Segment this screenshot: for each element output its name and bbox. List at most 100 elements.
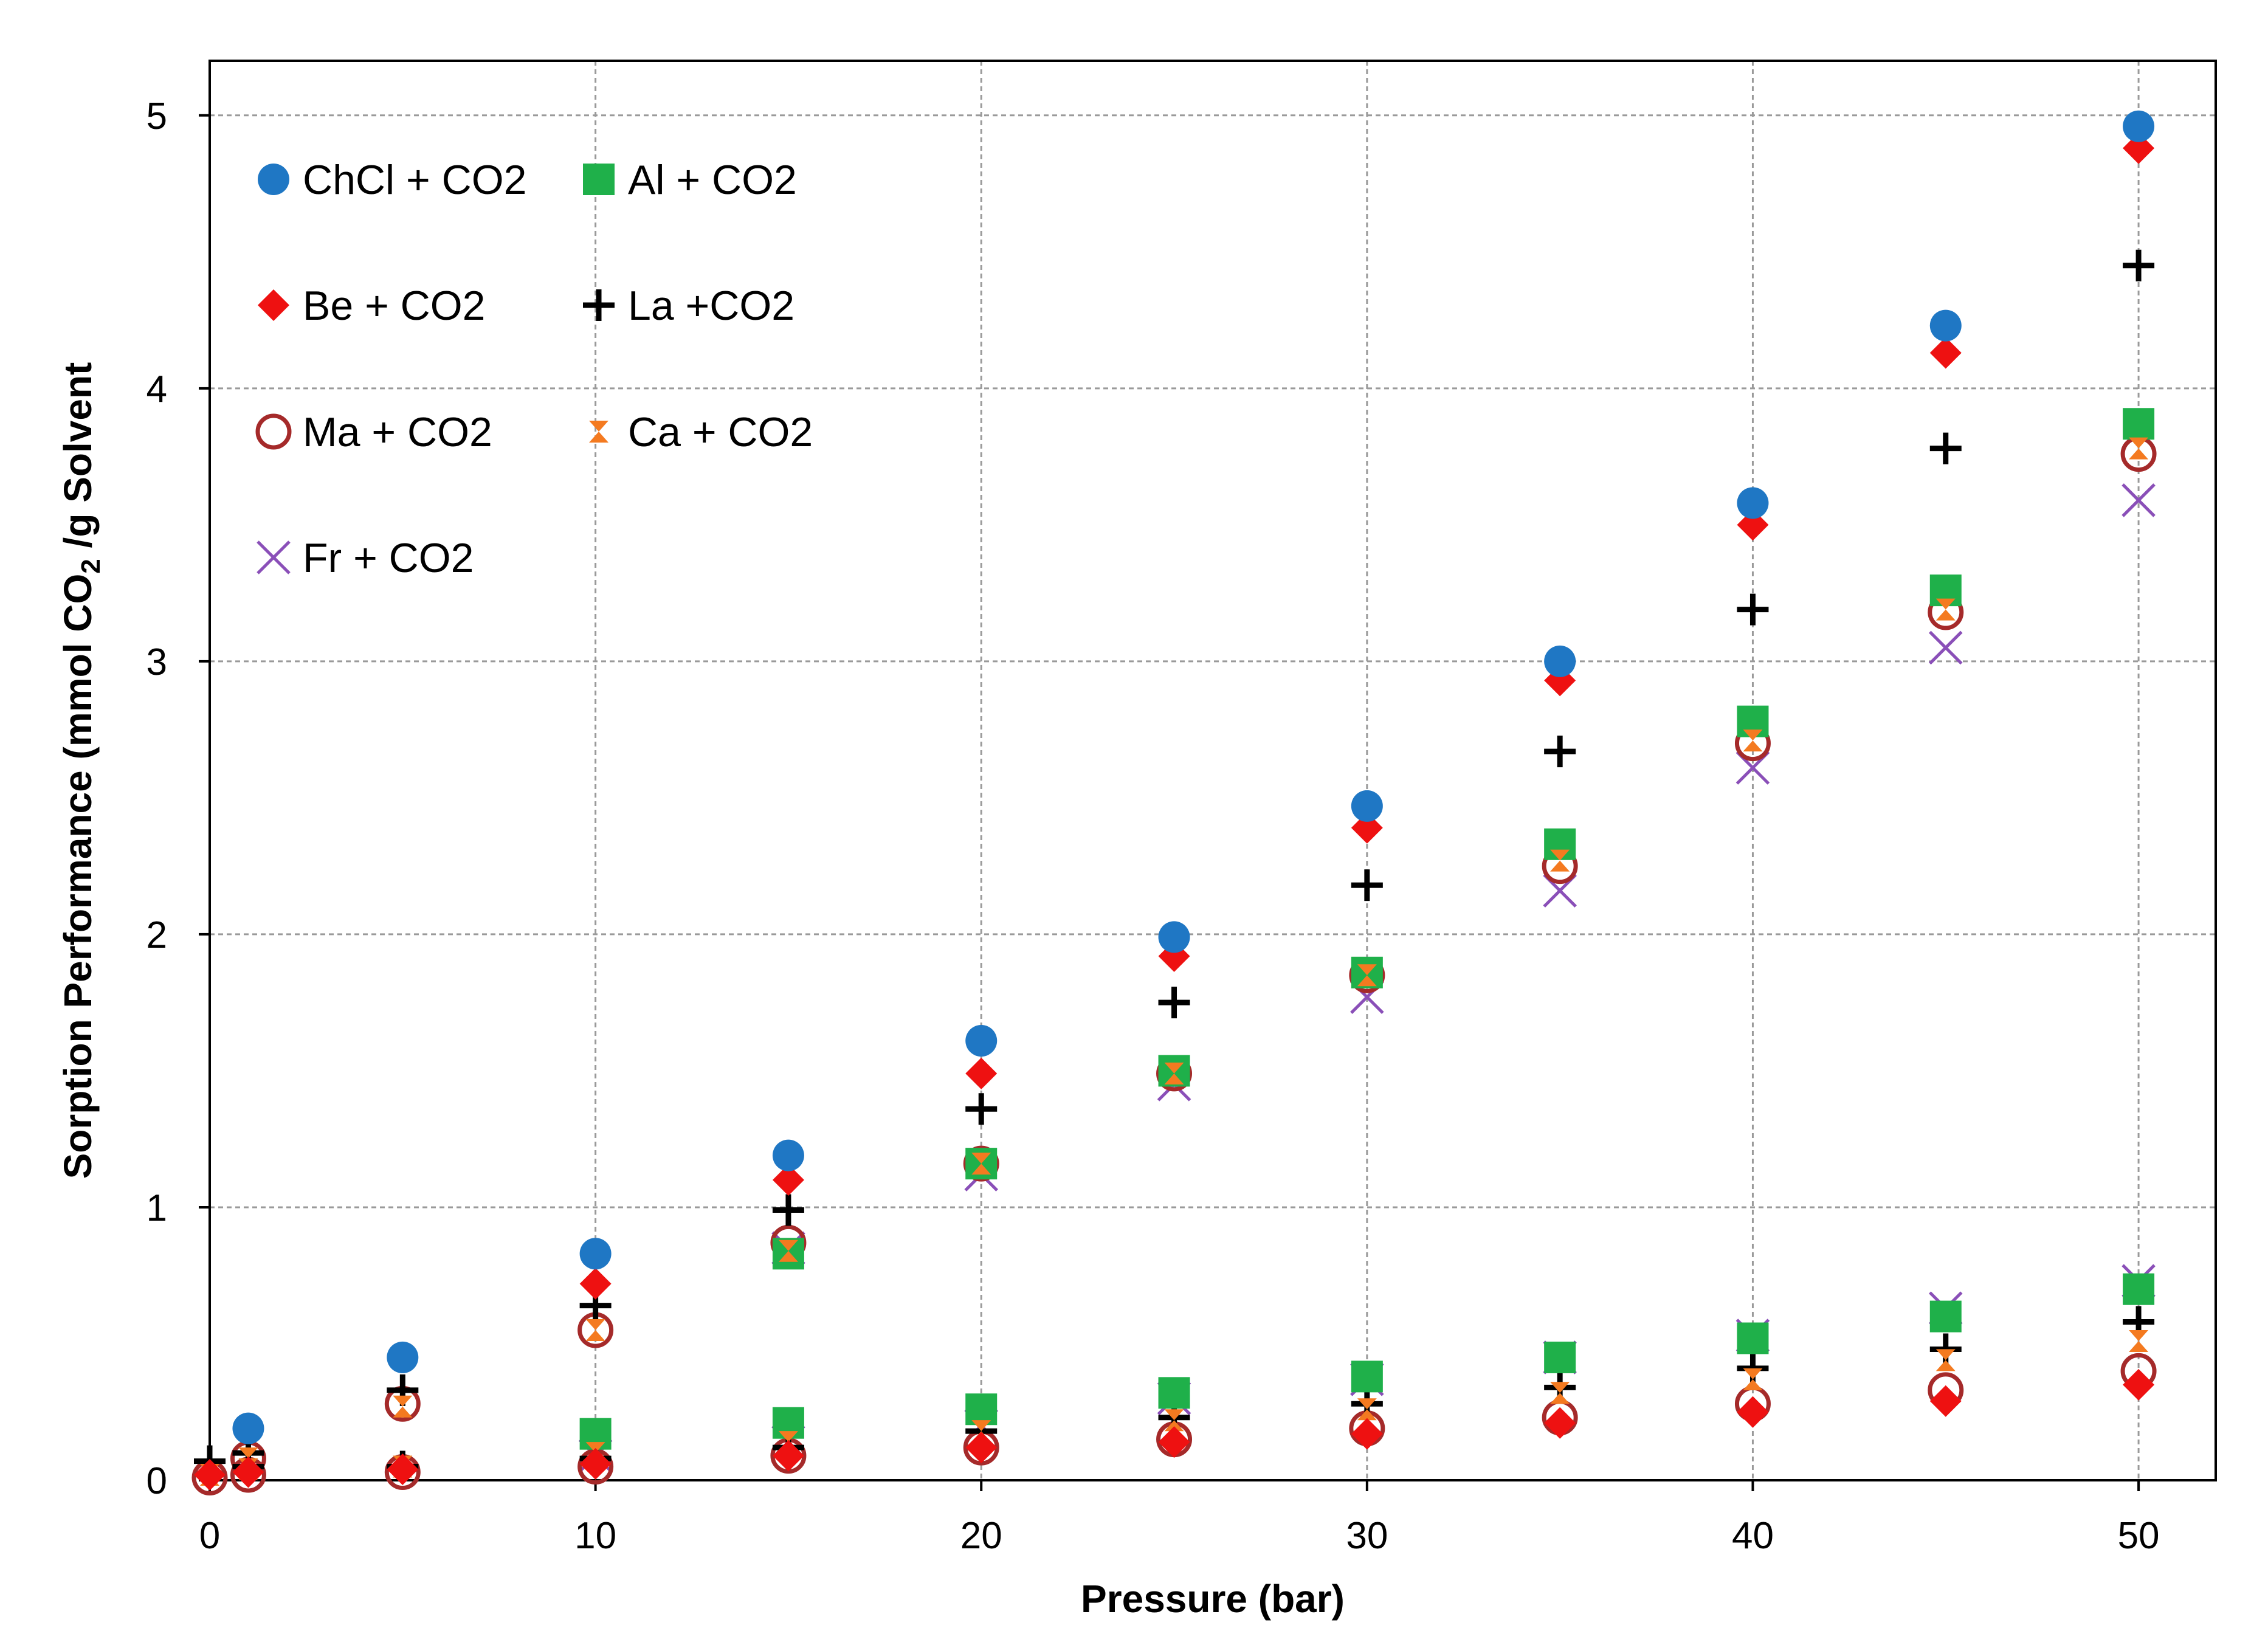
data-point bbox=[585, 1319, 605, 1342]
legend-marker bbox=[257, 540, 291, 574]
plot-frame bbox=[209, 60, 2217, 1481]
data-point bbox=[1158, 921, 1190, 953]
data-point bbox=[772, 1164, 804, 1196]
data-point bbox=[1929, 432, 1962, 464]
data-point bbox=[1929, 630, 1963, 665]
data-point bbox=[1164, 1409, 1184, 1432]
legend-marker bbox=[258, 164, 289, 195]
legend-entry: Ma + CO2 bbox=[255, 409, 492, 455]
data-point bbox=[1351, 812, 1383, 844]
y-tick-label: 3 bbox=[146, 641, 167, 683]
data-point bbox=[387, 1341, 419, 1373]
legend-label: Ma + CO2 bbox=[303, 409, 492, 455]
legend-entry: ChCl + CO2 bbox=[258, 157, 526, 203]
data-point bbox=[1357, 1398, 1377, 1421]
axis-ticks: 0 10 20 30 40 50 0 1 2 3 4 5 bbox=[146, 95, 2160, 1557]
y-tick-label: 1 bbox=[146, 1187, 167, 1229]
legend-marker bbox=[583, 289, 615, 321]
legend-label: Fr + CO2 bbox=[303, 535, 474, 581]
y-tick-label: 2 bbox=[146, 914, 167, 956]
data-point bbox=[2123, 1273, 2155, 1305]
legend-label: ChCl + CO2 bbox=[303, 157, 526, 203]
data-point bbox=[1737, 1396, 1769, 1428]
x-tick-label: 0 bbox=[199, 1515, 220, 1557]
legend-marker bbox=[583, 164, 615, 195]
legend-label: Be + CO2 bbox=[303, 283, 486, 329]
data-point bbox=[1544, 1341, 1576, 1373]
data-point bbox=[579, 1448, 612, 1480]
y-axis-title-main: Sorption Performance (mmol CO bbox=[56, 574, 100, 1179]
y-tick-label: 5 bbox=[146, 95, 167, 137]
data-point bbox=[1544, 645, 1576, 677]
data-points bbox=[191, 110, 2157, 1496]
data-point bbox=[1351, 790, 1383, 822]
data-point bbox=[2123, 249, 2155, 281]
series-be-co2 bbox=[194, 132, 2155, 1491]
y-tick-label: 4 bbox=[146, 368, 167, 410]
data-point bbox=[772, 1440, 804, 1472]
data-point bbox=[965, 1057, 998, 1089]
data-point bbox=[2129, 437, 2149, 460]
legend-entry: Al + CO2 bbox=[583, 157, 797, 203]
legend-marker bbox=[258, 289, 289, 321]
x-tick-label: 10 bbox=[574, 1515, 616, 1557]
legend-entry: Ca + CO2 bbox=[589, 409, 813, 455]
data-point bbox=[1743, 729, 1763, 752]
series-chcl-co2 bbox=[232, 110, 2155, 1444]
data-point bbox=[1929, 309, 1962, 342]
data-point bbox=[1737, 1322, 1769, 1354]
data-point bbox=[2123, 408, 2155, 440]
data-point bbox=[579, 1238, 612, 1270]
series-al-co2 bbox=[579, 408, 2155, 1450]
data-point bbox=[1935, 1349, 1956, 1371]
data-point bbox=[1737, 487, 1769, 519]
x-axis-title: Pressure (bar) bbox=[1081, 1577, 1345, 1621]
data-point bbox=[1929, 337, 1962, 369]
data-point bbox=[2123, 1368, 2155, 1401]
data-point bbox=[965, 1432, 998, 1464]
legend-marker bbox=[255, 413, 292, 450]
data-point bbox=[1351, 869, 1383, 902]
data-point bbox=[1357, 964, 1377, 987]
data-point bbox=[1351, 1418, 1383, 1450]
legend-label: Al + CO2 bbox=[628, 157, 797, 203]
x-tick-label: 20 bbox=[960, 1515, 1002, 1557]
data-point bbox=[1550, 849, 1570, 872]
legend-label: Ca + CO2 bbox=[628, 409, 813, 455]
data-point bbox=[2123, 110, 2155, 142]
data-point bbox=[1550, 1382, 1570, 1404]
x-tick-label: 40 bbox=[1732, 1515, 1774, 1557]
legend-entry: Fr + CO2 bbox=[257, 535, 474, 581]
data-point bbox=[2129, 1329, 2149, 1352]
y-axis-title: Sorption Performance (mmol CO2 /g Solven… bbox=[56, 362, 106, 1179]
legend-entry: La +CO2 bbox=[583, 283, 794, 329]
data-point bbox=[579, 1267, 612, 1300]
data-point bbox=[965, 1393, 998, 1426]
data-point bbox=[1164, 1062, 1184, 1085]
data-point bbox=[1737, 509, 1769, 541]
x-tick-label: 30 bbox=[1346, 1515, 1388, 1557]
data-point bbox=[965, 1093, 998, 1125]
data-point bbox=[1158, 1377, 1190, 1409]
data-point bbox=[1544, 1407, 1576, 1439]
legend: ChCl + CO2 Al + CO2 Be + CO2 La +CO2 Ma + CO… bbox=[255, 157, 813, 581]
legend-marker bbox=[589, 421, 608, 443]
y-tick-label: 0 bbox=[146, 1460, 167, 1502]
data-point bbox=[194, 1459, 226, 1491]
legend-label: La +CO2 bbox=[628, 283, 794, 329]
data-point bbox=[232, 1456, 264, 1488]
data-point bbox=[1935, 598, 1956, 621]
data-point bbox=[232, 1412, 264, 1444]
data-point bbox=[1158, 987, 1190, 1019]
data-point bbox=[1158, 1426, 1190, 1458]
data-point bbox=[772, 1139, 804, 1171]
x-tick-label: 50 bbox=[2118, 1515, 2160, 1557]
data-point bbox=[778, 1240, 798, 1262]
y-axis-title-tail: /g Solvent bbox=[56, 362, 100, 559]
data-point bbox=[2123, 132, 2155, 164]
data-point bbox=[1737, 593, 1769, 626]
data-point bbox=[393, 1395, 413, 1418]
gridlines bbox=[210, 61, 2216, 1480]
